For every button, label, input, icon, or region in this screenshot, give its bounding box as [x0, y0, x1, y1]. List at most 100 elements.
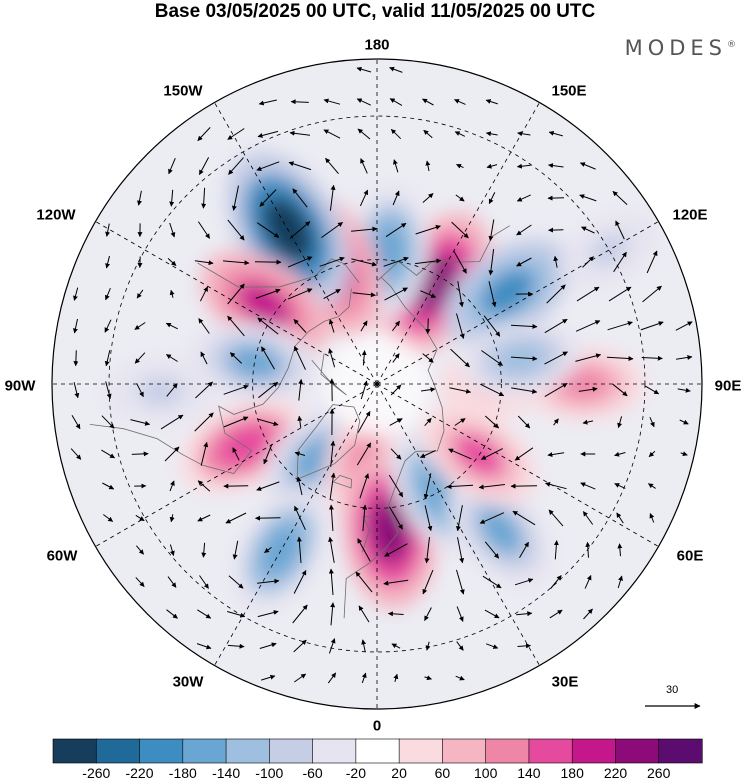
colorbar-swatch-12 — [528, 738, 573, 764]
wind-vector — [454, 418, 466, 426]
wind-vector — [225, 512, 247, 524]
wind-vector — [101, 415, 115, 429]
anomaly-center-19 — [460, 321, 582, 397]
wind-vector — [646, 250, 658, 274]
wind-vector — [197, 609, 212, 619]
wind-vector — [361, 672, 367, 684]
wind-vector — [422, 353, 434, 363]
wind-vector — [292, 604, 308, 624]
wind-vector — [360, 380, 368, 400]
wind-vector — [419, 450, 436, 458]
wind-vector — [359, 189, 369, 207]
wind-vector — [135, 577, 145, 587]
wind-vector — [131, 451, 149, 457]
wind-vector — [578, 386, 598, 392]
wind-vector — [71, 414, 81, 430]
wind-vector — [287, 288, 313, 300]
wind-vector — [582, 256, 594, 268]
wind-vector — [168, 158, 176, 175]
wind-vector — [516, 194, 531, 202]
wind-vector — [550, 575, 562, 589]
wind-vector — [167, 258, 177, 266]
wind-vector — [292, 188, 308, 208]
wind-vector — [357, 538, 371, 562]
colorbar-tick-label: 20 — [391, 765, 407, 781]
wind-vector — [136, 289, 144, 299]
colorbar-swatch-2 — [95, 738, 141, 764]
wind-vector — [478, 484, 505, 490]
wind-vector — [258, 99, 277, 106]
wind-vector — [679, 419, 689, 425]
colorbar-swatch-7 — [312, 738, 357, 764]
wind-vector — [329, 472, 336, 499]
wind-vector — [456, 641, 464, 651]
wind-vector — [392, 353, 400, 363]
wind-vector — [510, 356, 538, 362]
wind-vector — [197, 514, 211, 522]
wind-vector — [488, 192, 496, 205]
wind-vector — [255, 515, 281, 521]
wind-vector — [294, 505, 306, 531]
wind-vector — [649, 416, 655, 428]
lon-label-120w: 120W — [36, 206, 76, 224]
wind-vector — [391, 320, 401, 332]
wind-vector — [362, 504, 368, 532]
wind-vector — [446, 484, 474, 490]
wind-vector — [488, 281, 497, 308]
wind-vector — [415, 258, 442, 265]
wind-vector — [358, 605, 370, 623]
wind-vector — [360, 158, 368, 174]
modes-logo: MODES® — [624, 36, 736, 60]
wind-vector — [330, 440, 336, 467]
wind-vector — [456, 606, 464, 622]
wind-vector — [130, 419, 151, 426]
wind-vector — [389, 418, 403, 426]
wind-vector — [357, 128, 371, 140]
wind-vector — [393, 673, 399, 682]
colorbar-tick-label: -100 — [255, 765, 284, 781]
wind-vector — [160, 414, 184, 430]
wind-vector — [544, 318, 568, 334]
wind-vector — [450, 348, 470, 368]
wind-vector — [516, 224, 532, 236]
wind-vectors — [70, 66, 693, 684]
wind-vector — [425, 160, 431, 172]
colorbar — [52, 738, 703, 764]
wind-vector — [425, 318, 431, 335]
map-title: Base 03/05/2025 00 UTC, valid 11/05/2025… — [154, 1, 596, 22]
wind-vector — [169, 480, 175, 492]
colorbar-tick-label: -260 — [82, 765, 111, 781]
wind-vector — [488, 219, 495, 242]
wind-vector — [328, 319, 335, 333]
colorbar-tick-label: -60 — [302, 765, 323, 781]
wind-vector — [383, 256, 409, 267]
wind-vector — [105, 381, 112, 399]
wind-vector — [390, 448, 402, 460]
lon-label-60w: 60W — [46, 547, 78, 565]
wind-vector — [456, 569, 465, 595]
wind-vector — [486, 643, 499, 649]
wind-vector — [136, 383, 144, 398]
wind-vector — [484, 541, 500, 559]
wind-vector — [351, 258, 378, 267]
wind-vector — [422, 193, 434, 203]
colorbar-swatch-14 — [615, 738, 660, 764]
wind-vector — [516, 163, 531, 169]
wind-vector — [135, 514, 145, 522]
wind-vector — [457, 281, 464, 308]
wind-vector — [514, 447, 534, 461]
wind-vector — [356, 98, 372, 106]
meridian-120 — [376, 221, 659, 385]
anomaly-center-7 — [104, 357, 217, 426]
wind-vector — [483, 315, 501, 337]
wind-vector — [393, 159, 399, 173]
wind-vector — [583, 608, 593, 620]
wind-vector — [616, 512, 624, 524]
wind-vector — [617, 416, 623, 429]
wind-vector — [294, 451, 306, 457]
wind-vector — [584, 574, 592, 589]
wind-vector — [389, 66, 403, 73]
wind-vector — [647, 483, 656, 489]
wind-vector — [73, 350, 79, 367]
wind-vector — [422, 98, 434, 106]
